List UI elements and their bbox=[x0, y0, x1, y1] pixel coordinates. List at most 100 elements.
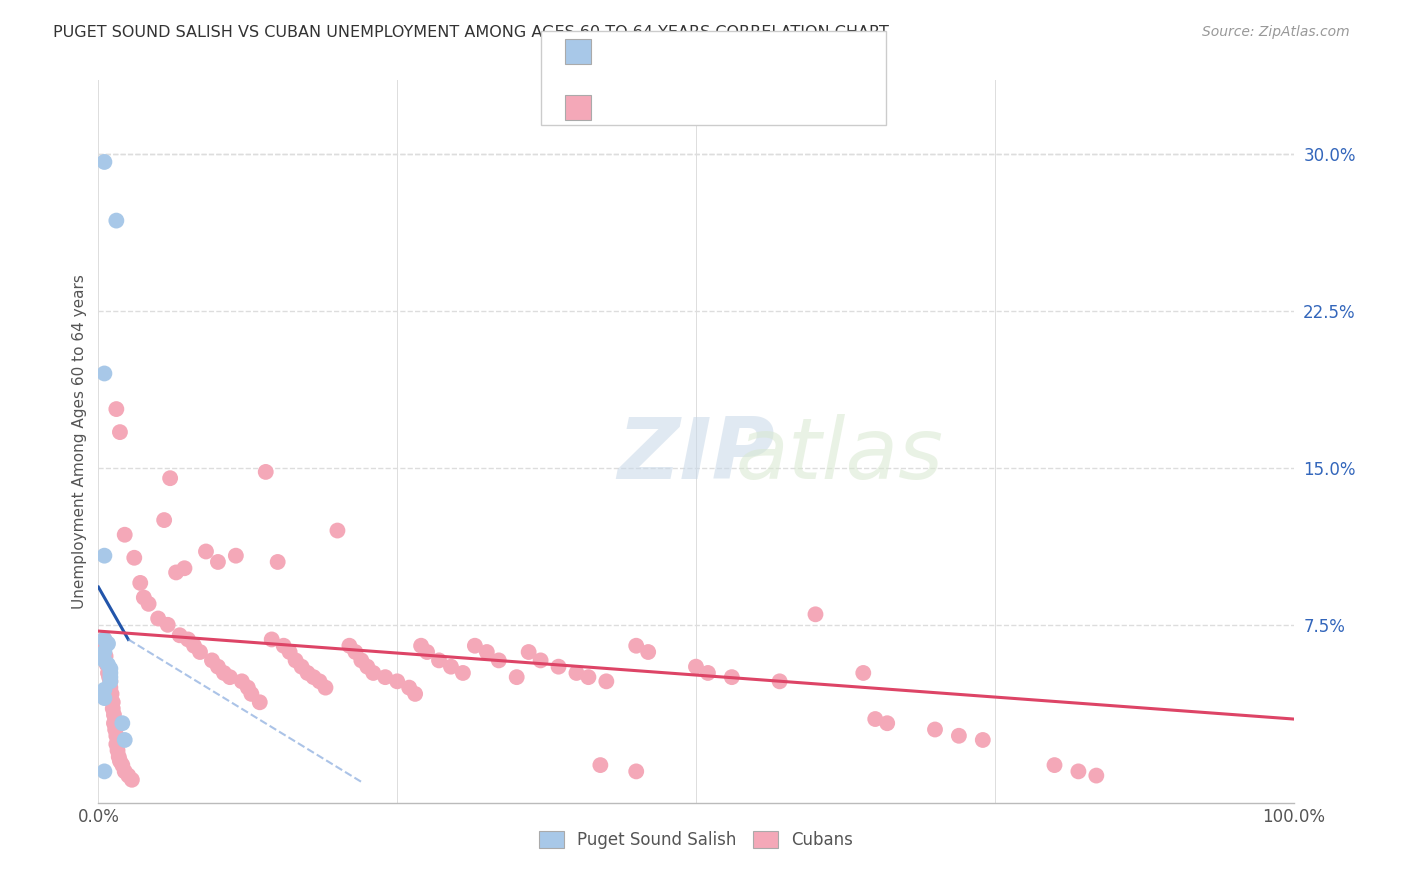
Point bbox=[114, 527, 136, 541]
Point bbox=[589, 758, 612, 772]
Point bbox=[595, 674, 617, 689]
Point bbox=[1067, 764, 1090, 779]
Point bbox=[315, 681, 337, 695]
Point bbox=[138, 597, 160, 611]
Point bbox=[506, 670, 529, 684]
Point bbox=[105, 402, 128, 417]
Point bbox=[291, 659, 314, 673]
Point bbox=[107, 743, 129, 757]
Point bbox=[339, 639, 361, 653]
Text: Source: ZipAtlas.com: Source: ZipAtlas.com bbox=[1202, 25, 1350, 39]
Point bbox=[350, 653, 373, 667]
Text: PUGET SOUND SALISH VS CUBAN UNEMPLOYMENT AMONG AGES 60 TO 64 YEARS CORRELATION C: PUGET SOUND SALISH VS CUBAN UNEMPLOYMENT… bbox=[53, 25, 890, 40]
Point bbox=[273, 639, 295, 653]
Point bbox=[101, 701, 124, 715]
Point bbox=[105, 737, 128, 751]
Point bbox=[374, 670, 396, 684]
Point bbox=[804, 607, 827, 622]
Point bbox=[685, 659, 707, 673]
Point bbox=[169, 628, 191, 642]
Point bbox=[201, 653, 224, 667]
Point bbox=[565, 665, 588, 680]
Point bbox=[111, 758, 134, 772]
Point bbox=[225, 549, 247, 563]
Point bbox=[97, 637, 120, 651]
Point bbox=[972, 733, 994, 747]
Point bbox=[768, 674, 790, 689]
Point bbox=[626, 639, 648, 653]
Point bbox=[302, 670, 325, 684]
Point bbox=[177, 632, 200, 647]
Point bbox=[948, 729, 970, 743]
Point bbox=[98, 681, 122, 695]
Point bbox=[93, 367, 115, 381]
Text: N =: N = bbox=[714, 43, 751, 61]
Point bbox=[105, 213, 128, 227]
Point bbox=[93, 653, 115, 667]
Point bbox=[297, 665, 319, 680]
Point bbox=[93, 632, 115, 647]
Point bbox=[117, 768, 139, 782]
Point bbox=[231, 674, 253, 689]
Text: 99: 99 bbox=[756, 99, 780, 117]
Point bbox=[148, 611, 170, 625]
Point bbox=[98, 665, 122, 680]
Point bbox=[404, 687, 426, 701]
Point bbox=[98, 674, 122, 689]
Point bbox=[363, 665, 385, 680]
Point bbox=[207, 659, 229, 673]
Point bbox=[326, 524, 349, 538]
Point bbox=[240, 687, 263, 701]
Point bbox=[107, 749, 129, 764]
Legend: Puget Sound Salish, Cubans: Puget Sound Salish, Cubans bbox=[531, 824, 860, 856]
Point bbox=[530, 653, 553, 667]
Point bbox=[356, 659, 378, 673]
Point bbox=[852, 665, 875, 680]
Point bbox=[173, 561, 195, 575]
Point bbox=[398, 681, 420, 695]
Point bbox=[464, 639, 486, 653]
Text: R =: R = bbox=[605, 99, 641, 117]
Point bbox=[416, 645, 439, 659]
Point bbox=[108, 425, 131, 439]
Point bbox=[94, 649, 117, 664]
Point bbox=[105, 729, 128, 743]
Point bbox=[103, 716, 125, 731]
Point bbox=[153, 513, 176, 527]
Text: R =: R = bbox=[605, 43, 641, 61]
Point bbox=[697, 665, 720, 680]
Text: atlas: atlas bbox=[735, 415, 943, 498]
Point bbox=[207, 555, 229, 569]
Point bbox=[212, 665, 235, 680]
Point bbox=[96, 657, 118, 672]
Point bbox=[195, 544, 218, 558]
Text: 18: 18 bbox=[756, 43, 779, 61]
Text: -0.114: -0.114 bbox=[647, 43, 706, 61]
Text: ZIP: ZIP bbox=[617, 415, 775, 498]
Point bbox=[344, 645, 367, 659]
Point bbox=[93, 764, 115, 779]
Point bbox=[93, 691, 115, 706]
Point bbox=[385, 674, 409, 689]
Point bbox=[260, 632, 283, 647]
Point bbox=[308, 674, 330, 689]
Point bbox=[165, 566, 187, 580]
Point bbox=[183, 639, 205, 653]
Point bbox=[451, 665, 474, 680]
Point bbox=[114, 764, 136, 779]
Point bbox=[865, 712, 887, 726]
Point bbox=[488, 653, 510, 667]
Point bbox=[1085, 768, 1108, 782]
Point bbox=[104, 723, 127, 737]
Point bbox=[249, 695, 271, 709]
Point bbox=[267, 555, 290, 569]
Point bbox=[129, 575, 152, 590]
Point bbox=[108, 754, 131, 768]
Point bbox=[876, 716, 898, 731]
Point bbox=[475, 645, 498, 659]
Point bbox=[924, 723, 946, 737]
Point bbox=[721, 670, 744, 684]
Point bbox=[93, 155, 115, 169]
Point bbox=[278, 645, 301, 659]
Point bbox=[578, 670, 600, 684]
